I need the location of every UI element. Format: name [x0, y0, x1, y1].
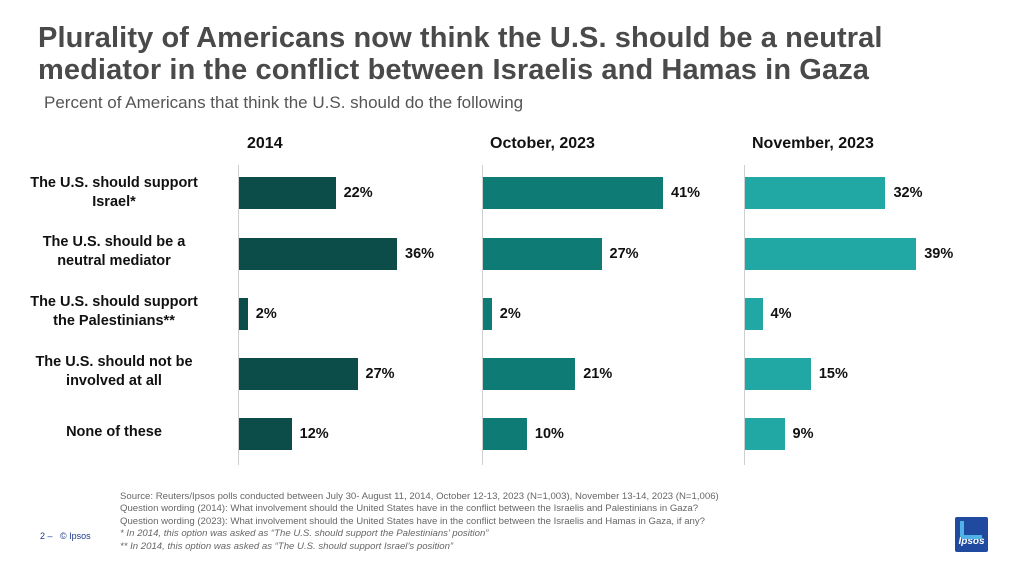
- category-label: None of these: [66, 424, 162, 440]
- bar: [239, 298, 248, 330]
- category-label: involved at all: [66, 373, 162, 389]
- bar: [745, 418, 785, 450]
- data-label: 39%: [924, 246, 954, 262]
- axis-line: [238, 165, 239, 465]
- data-label: 36%: [405, 246, 435, 262]
- data-label: 22%: [343, 185, 373, 201]
- series-title: October, 2023: [490, 135, 595, 152]
- footnote-2: ** In 2014, this option was asked as “Th…: [120, 540, 454, 552]
- data-label: 12%: [299, 426, 329, 442]
- data-label: 32%: [893, 185, 923, 201]
- source-notes: Source: Reuters/Ipsos polls conducted be…: [120, 491, 880, 553]
- copyright: © Ipsos: [60, 531, 91, 541]
- bar: [239, 418, 292, 450]
- category-label: the Palestinians**: [53, 313, 175, 329]
- data-label: 10%: [534, 426, 564, 442]
- category-label: Israel*: [92, 194, 136, 210]
- footnote-1: * In 2014, this option was asked as “The…: [120, 528, 489, 540]
- series-title: November, 2023: [752, 135, 874, 152]
- axis-line: [744, 165, 745, 465]
- chart-subtitle: Percent of Americans that think the U.S.…: [44, 93, 524, 112]
- page-number: 2 –: [40, 531, 53, 541]
- bar: [483, 238, 602, 270]
- bar: [745, 238, 917, 270]
- category-label: The U.S. should not be: [35, 354, 193, 370]
- title-line-2: mediator in the conflict between Israeli…: [38, 54, 870, 86]
- bar: [239, 358, 358, 390]
- category-label: The U.S. should support: [30, 294, 198, 310]
- axis-line: [482, 165, 483, 465]
- bar: [745, 298, 763, 330]
- data-label: 15%: [818, 366, 848, 382]
- series-title: 2014: [247, 135, 283, 152]
- bar: [483, 177, 663, 209]
- bar: [483, 418, 527, 450]
- data-label: 27%: [609, 246, 639, 262]
- category-label: neutral mediator: [57, 253, 171, 269]
- data-label: 2%: [499, 306, 521, 322]
- question-wording-2014: Question wording (2014): What involvemen…: [120, 503, 699, 515]
- source-line: Source: Reuters/Ipsos polls conducted be…: [120, 491, 719, 502]
- ipsos-logo: Ipsos: [955, 517, 988, 552]
- bar: [239, 177, 336, 209]
- data-label: 27%: [365, 366, 395, 382]
- data-label: 9%: [792, 426, 814, 442]
- data-label: 4%: [770, 306, 792, 322]
- data-label: 21%: [583, 366, 613, 382]
- footer: 2 – © Ipsos: [40, 531, 91, 541]
- category-label: The U.S. should support: [30, 175, 198, 191]
- title-line-1: Plurality of Americans now think the U.S…: [38, 22, 883, 54]
- bar: [483, 358, 576, 390]
- question-wording-2023: Question wording (2023): What involvemen…: [120, 515, 706, 527]
- bar: [483, 298, 492, 330]
- bar: [745, 358, 811, 390]
- category-label: The U.S. should be a: [42, 234, 186, 250]
- data-label: 2%: [255, 306, 277, 322]
- data-label: 41%: [671, 185, 701, 201]
- bar: [745, 177, 886, 209]
- page-title: Plurality of Americans now think the U.S…: [38, 22, 998, 86]
- bar: [239, 238, 398, 270]
